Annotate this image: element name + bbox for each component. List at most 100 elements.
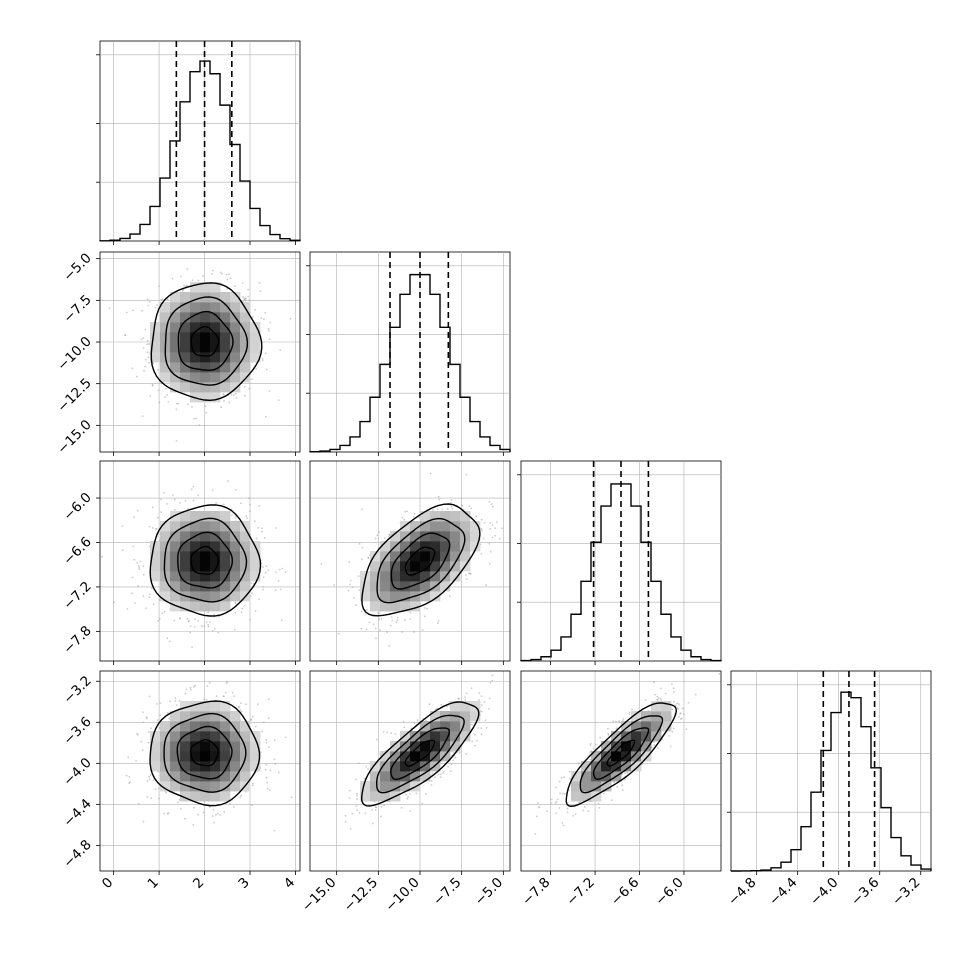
density-cell: [180, 342, 191, 353]
contour-line: [149, 504, 262, 617]
scatter-point: [255, 368, 257, 370]
density-cell: [180, 761, 191, 772]
scatter-point: [465, 578, 468, 580]
scatter-point: [113, 601, 115, 604]
scatter-point: [131, 367, 134, 370]
scatter-point: [213, 821, 216, 824]
scatter-point: [166, 394, 169, 396]
density-cell: [220, 302, 231, 313]
scatter-point: [394, 733, 397, 735]
scatter-point: [161, 612, 164, 615]
contour-line: [190, 545, 220, 575]
density-cell: [440, 511, 451, 522]
scatter-point: [133, 516, 135, 519]
density-cell: [190, 551, 201, 562]
density-cell: [210, 292, 221, 303]
scatter-point: [225, 273, 228, 276]
scatter-point: [396, 619, 399, 621]
density-cell: [250, 751, 261, 762]
density-cell: [410, 531, 421, 542]
density-cell: [190, 561, 201, 572]
scatter-point: [160, 298, 163, 301]
scatter-point: [395, 621, 398, 624]
density-cell: [160, 372, 171, 383]
scatter-point: [128, 776, 131, 778]
scatter-point: [450, 499, 453, 501]
scatter-point: [251, 804, 254, 807]
density-cell: [450, 551, 461, 562]
scatter-point: [434, 776, 436, 779]
scatter-point: [421, 629, 424, 631]
scatter-point: [357, 762, 360, 765]
density-cell: [220, 581, 231, 592]
density-cell: [170, 342, 181, 353]
scatter-point: [207, 625, 210, 628]
scatter-point: [349, 579, 352, 582]
scatter-point: [365, 628, 368, 631]
density-cell: [180, 791, 191, 802]
histogram-panel-4: [727, 670, 932, 872]
scatter-point: [397, 616, 399, 619]
scatter-point: [268, 329, 270, 332]
density-cell: [200, 771, 211, 782]
scatter-point: [290, 796, 293, 799]
density-cell: [220, 771, 231, 782]
density-cell: [170, 591, 181, 602]
density-cell: [220, 362, 231, 373]
scatter-point: [409, 810, 412, 812]
scatter-point: [402, 720, 405, 723]
density-cell: [210, 392, 221, 403]
scatter-point: [261, 730, 263, 733]
scatter-point: [177, 402, 180, 405]
density-cell: [200, 392, 211, 403]
density-cell: [250, 741, 261, 752]
scatter-point: [138, 566, 141, 569]
scatter-point: [127, 756, 130, 759]
scatter-point: [401, 516, 404, 519]
scatter-point: [173, 619, 176, 622]
scatter-point: [449, 770, 452, 773]
density-cell: [450, 541, 461, 552]
scatter-point: [145, 716, 148, 719]
scatter-point: [494, 527, 497, 529]
scatter-point: [251, 784, 254, 787]
scatter-point: [449, 502, 452, 504]
histogram-panel-2: [306, 251, 511, 453]
density-cell: [390, 561, 401, 572]
scatter-point: [174, 697, 177, 700]
density-cell: [400, 581, 411, 592]
density-cell: [200, 312, 211, 323]
density-cell: [240, 761, 251, 772]
scatter-point: [442, 772, 444, 774]
density-cell: [160, 322, 171, 333]
scatter-point: [145, 607, 148, 610]
density-cell: [230, 541, 241, 552]
density-cell: [390, 571, 401, 582]
scatter-point: [187, 403, 189, 406]
scatter-point: [368, 621, 371, 624]
scatter-point: [263, 721, 265, 724]
density-cell: [220, 292, 231, 303]
scatter-point: [155, 527, 158, 530]
scatter-point: [383, 804, 385, 807]
scatter-point: [228, 401, 231, 404]
scatter-point: [248, 497, 250, 499]
density-cell: [220, 312, 231, 323]
scatter-frame: [99, 460, 301, 662]
density-cell: [440, 531, 451, 542]
scatter-point: [238, 705, 241, 708]
scatter-point: [439, 776, 442, 778]
scatter-point: [337, 632, 340, 635]
scatter-point: [166, 812, 169, 815]
scatter-point: [152, 603, 155, 606]
scatter-point: [477, 727, 479, 729]
scatter-point: [121, 525, 124, 527]
density-cell: [190, 312, 201, 323]
histogram-frame: [99, 40, 301, 242]
scatter-point: [125, 774, 128, 777]
scatter-point: [217, 812, 219, 815]
scatter-point: [202, 275, 204, 277]
density-cell: [230, 751, 241, 762]
scatter-point: [267, 717, 270, 719]
scatter-point: [189, 686, 192, 689]
